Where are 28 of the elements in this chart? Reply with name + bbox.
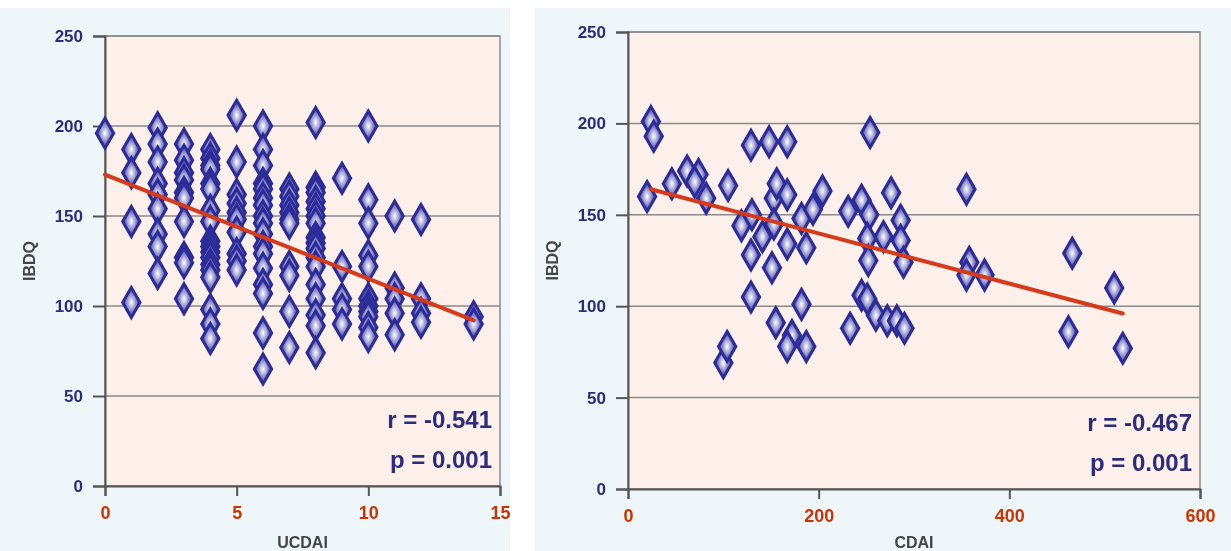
x-tick-label: 10	[358, 502, 379, 523]
x-tick-label: 5	[232, 502, 243, 523]
x-tick-label: 0	[100, 502, 111, 523]
y-tick-label: 0	[73, 476, 83, 496]
y-tick-label: 100	[577, 297, 606, 317]
x-tick-label: 0	[623, 505, 634, 526]
y-tick-label: 200	[54, 116, 83, 136]
x-tick-label: 15	[490, 502, 511, 523]
x-tick-label: 200	[804, 505, 835, 526]
y-tick-label: 150	[577, 205, 606, 225]
y-tick-label: 50	[587, 388, 606, 408]
annotation: p = 0.001	[389, 446, 492, 473]
y-axis-title: IBDQ	[21, 241, 38, 281]
x-tick-label: 600	[1185, 505, 1216, 526]
y-axis-title: IBDQ	[544, 240, 561, 281]
x-axis-title: CDAI	[894, 534, 934, 551]
y-tick-label: 100	[54, 296, 83, 316]
y-tick-label: 0	[596, 479, 606, 499]
y-tick-label: 50	[64, 386, 83, 406]
annotation: p = 0.001	[1089, 449, 1192, 476]
y-tick-label: 250	[54, 26, 83, 46]
annotation: r = -0.467	[1087, 409, 1192, 436]
y-tick-label: 150	[54, 206, 83, 226]
annotation: r = -0.541	[387, 406, 492, 433]
x-tick-label: 400	[994, 505, 1025, 526]
y-tick-label: 250	[577, 22, 606, 42]
x-axis-title: UCDAI	[277, 534, 328, 551]
y-tick-label: 200	[577, 114, 606, 134]
